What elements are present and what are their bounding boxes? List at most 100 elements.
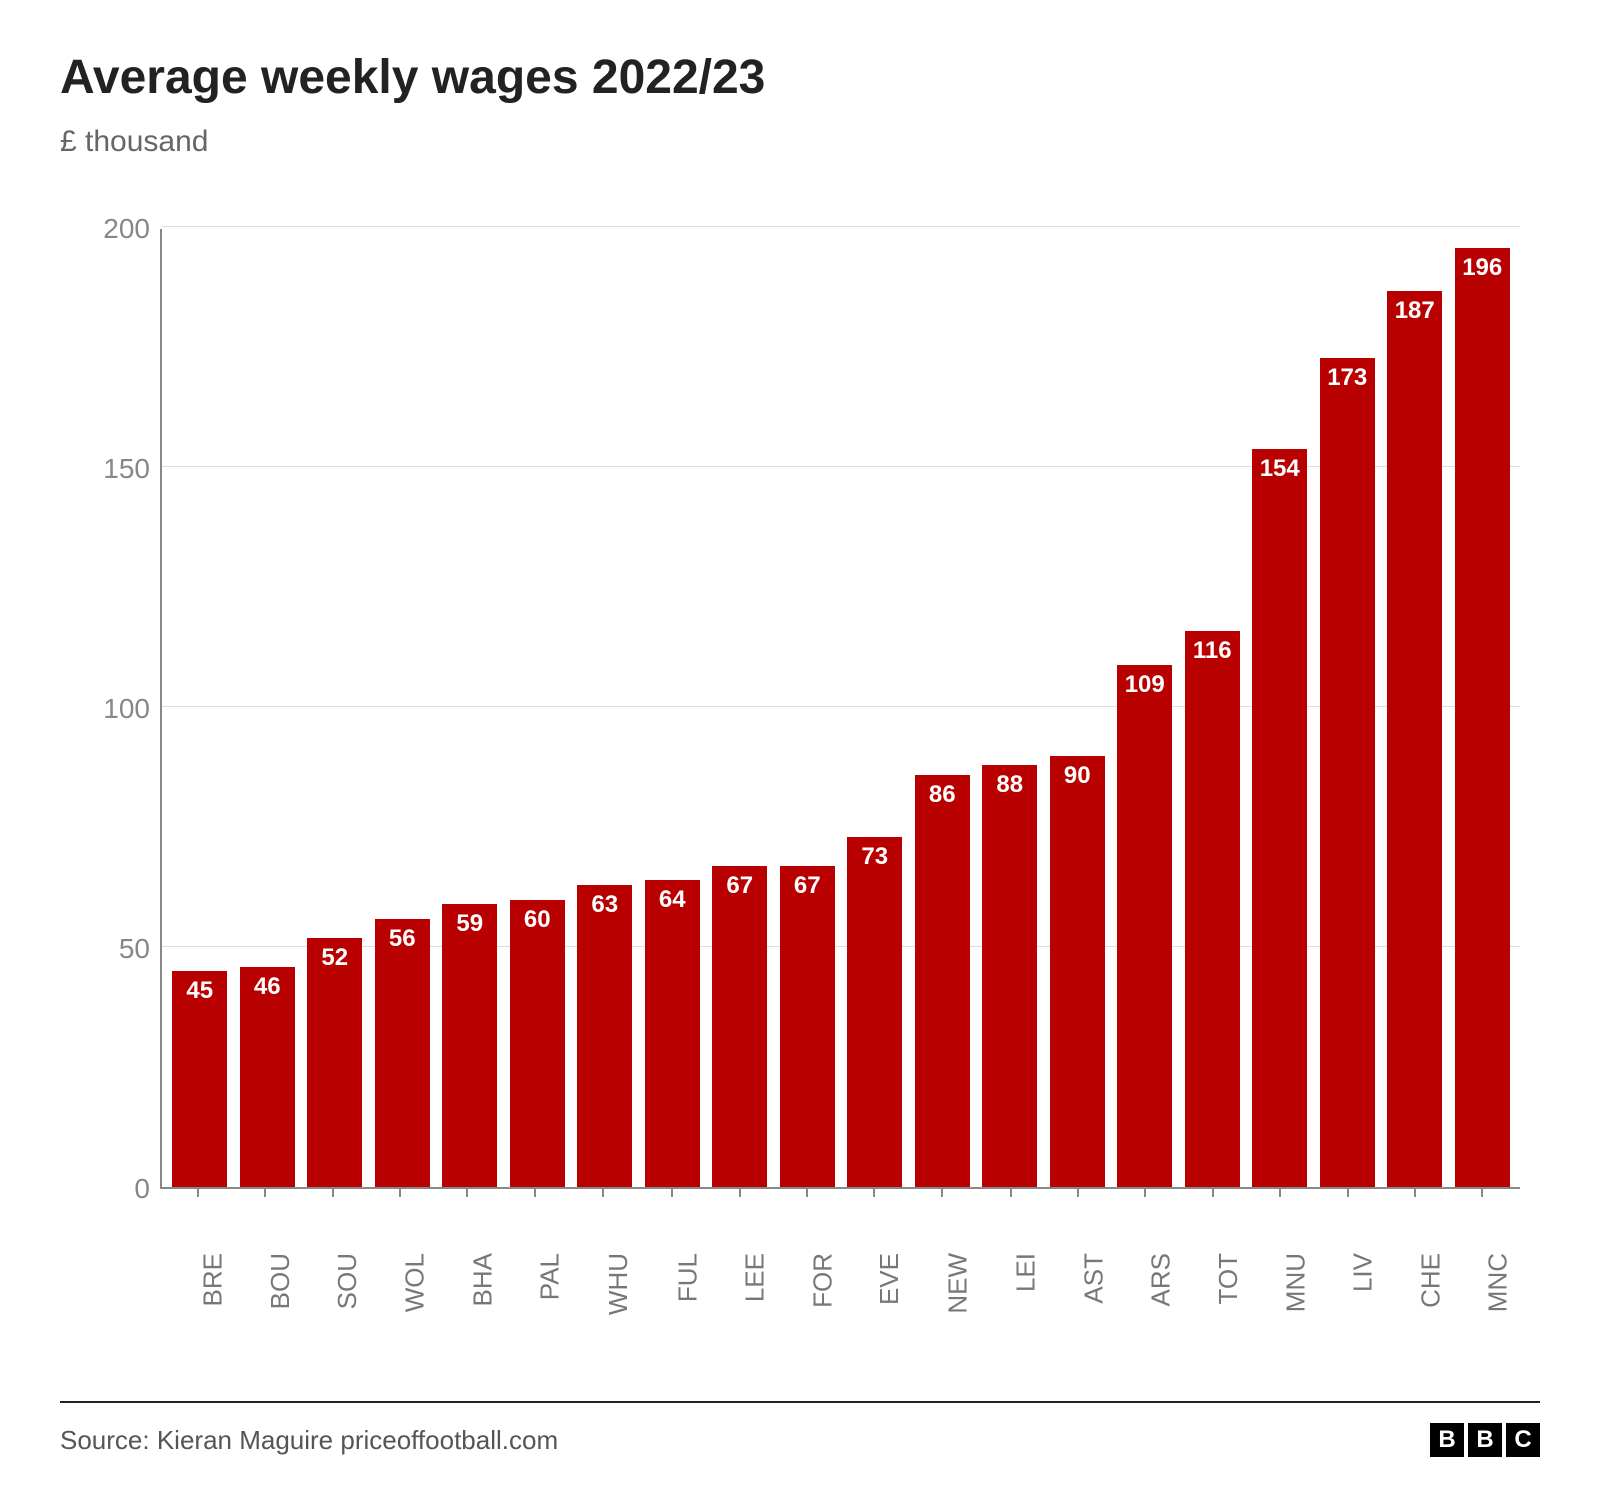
x-label-whu: WHU [603,1253,634,1315]
bar-slot: 187 [1385,229,1445,1187]
x-tick-mark [1347,1189,1349,1197]
x-label-slot: BHA [438,1197,497,1309]
bar-slot: 90 [1048,229,1108,1187]
x-label-slot: LEE [710,1197,769,1309]
chart-title: Average weekly wages 2022/23 [60,50,1540,105]
x-label-bha: BHA [467,1253,498,1306]
x-label-slot: EVE [845,1197,904,1309]
bar-slot: 67 [710,229,770,1187]
bar-che: 187 [1387,291,1442,1187]
x-tick-mark [1414,1189,1416,1197]
bar-bou: 46 [240,967,295,1187]
bar-slot: 60 [508,229,568,1187]
bbc-logo-letter: C [1506,1423,1540,1457]
y-tick-label: 0 [134,1173,150,1205]
x-tick-mark [671,1189,673,1197]
x-label-slot: AST [1048,1197,1107,1309]
x-label-slot: FUL [643,1197,702,1309]
bar-value-label: 59 [456,910,483,938]
x-axis-labels: BREBOUSOUWOLBHAPALWHUFULLEEFOREVENEWLEIA… [160,1197,1520,1309]
x-label-slot: BOU [235,1197,294,1309]
x-tick-mark [197,1189,199,1197]
bar-slot: 52 [305,229,365,1187]
bar-value-label: 56 [389,925,416,953]
x-tick-mark [1010,1189,1012,1197]
bar-slot: 67 [778,229,838,1187]
bar-slot: 64 [643,229,703,1187]
x-label-lei: LEI [1011,1253,1042,1292]
x-label-mnc: MNC [1482,1253,1513,1312]
bar-slot: 109 [1115,229,1175,1187]
x-label-slot: CHE [1385,1197,1444,1309]
bar-mnc: 196 [1455,248,1510,1187]
bar-slot: 196 [1453,229,1513,1187]
bar-slot: 56 [373,229,433,1187]
x-tick-mark [1077,1189,1079,1197]
x-label-slot: FOR [777,1197,836,1309]
bar-slot: 45 [170,229,230,1187]
x-label-pal: PAL [535,1253,566,1300]
bar-value-label: 63 [591,891,618,919]
bar-value-label: 173 [1327,364,1367,392]
bar-value-label: 52 [321,944,348,972]
x-tick-mark [466,1189,468,1197]
x-label-sou: SOU [333,1253,364,1309]
bar-mnu: 154 [1252,449,1307,1187]
bar-liv: 173 [1320,358,1375,1187]
bar-value-label: 45 [186,977,213,1005]
x-label-ars: ARS [1145,1253,1176,1306]
bar-for: 67 [780,866,835,1187]
x-label-che: CHE [1415,1253,1446,1308]
x-label-slot: PAL [505,1197,564,1309]
bar-value-label: 90 [1064,762,1091,790]
x-label-slot: NEW [912,1197,973,1309]
x-label-slot: WOL [370,1197,429,1309]
x-tick-mark [332,1189,334,1197]
x-label-slot: LEI [981,1197,1040,1309]
chart-container: 45 46 52 56 59 60 63 64 67 67 73 86 88 90 109116 154 173… [60,209,1540,1309]
x-label-bou: BOU [265,1253,296,1309]
x-tick-mark [806,1189,808,1197]
bar-slot: 154 [1250,229,1310,1187]
bar-value-label: 60 [524,906,551,934]
bar-value-label: 64 [659,886,686,914]
gridline [162,226,1520,227]
bar-lei: 88 [982,765,1037,1187]
x-tick-mark [399,1189,401,1197]
plot-area: 45 46 52 56 59 60 63 64 67 67 73 86 88 90 109116 154 173… [160,229,1520,1189]
bar-slot: 46 [238,229,298,1187]
bar-eve: 73 [847,837,902,1187]
x-label-ful: FUL [672,1253,703,1302]
bar-ful: 64 [645,880,700,1187]
bar-ars: 109 [1117,665,1172,1187]
x-label-slot: ARS [1116,1197,1175,1309]
bar-value-label: 67 [794,872,821,900]
x-label-lee: LEE [740,1253,771,1302]
bar-value-label: 73 [861,843,888,871]
bbc-logo-letter: B [1468,1423,1502,1457]
bar-wol: 56 [375,919,430,1187]
x-label-mnu: MNU [1280,1253,1311,1312]
chart-subtitle: £ thousand [60,125,1540,159]
bar-slot: 116 [1183,229,1243,1187]
x-label-wol: WOL [400,1253,431,1312]
bar-value-label: 67 [726,872,753,900]
bars-row: 45 46 52 56 59 60 63 64 67 67 73 86 88 90 109116 154 173… [162,229,1520,1187]
x-label-slot: LIV [1318,1197,1377,1309]
x-label-eve: EVE [874,1253,905,1305]
x-tick-mark [1279,1189,1281,1197]
bar-slot: 86 [913,229,973,1187]
bar-value-label: 196 [1462,254,1502,282]
x-label-slot: MNU [1250,1197,1309,1309]
x-tick-mark [739,1189,741,1197]
bbc-logo-letter: B [1430,1423,1464,1457]
y-tick-label: 150 [103,453,150,485]
bar-slot: 73 [845,229,905,1187]
bar-value-label: 46 [254,973,281,1001]
x-label-bre: BRE [198,1253,229,1306]
bar-slot: 173 [1318,229,1378,1187]
bar-value-label: 86 [929,781,956,809]
x-tick-mark [873,1189,875,1197]
bar-value-label: 154 [1260,455,1300,483]
x-label-slot: WHU [572,1197,634,1309]
